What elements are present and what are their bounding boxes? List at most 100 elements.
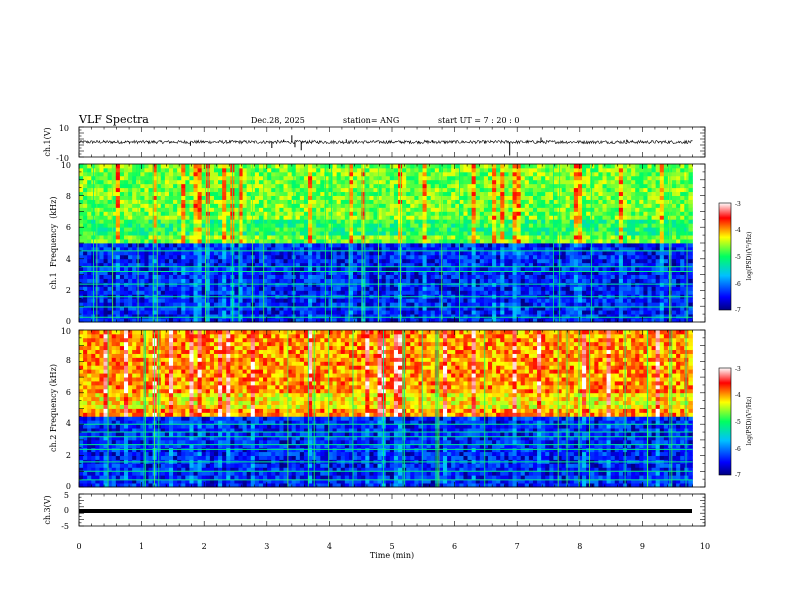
spec1-cell bbox=[569, 274, 575, 279]
spec1-cell bbox=[299, 235, 305, 240]
spec1-cell bbox=[504, 164, 509, 169]
spec1-cell bbox=[275, 239, 280, 244]
spec1-cell bbox=[573, 239, 579, 244]
spec1-cell bbox=[344, 199, 350, 204]
spec1-cell bbox=[418, 290, 423, 295]
spec1-cell bbox=[299, 183, 305, 189]
spec1-cell bbox=[308, 227, 313, 232]
spec1-cell bbox=[308, 243, 313, 248]
spec1-cell bbox=[181, 318, 186, 323]
spec1-cell bbox=[258, 179, 264, 185]
spec1-cell bbox=[324, 310, 329, 315]
spec1-cell bbox=[410, 207, 415, 212]
spec1-cell bbox=[541, 195, 546, 200]
spec1-cell bbox=[263, 290, 268, 295]
spec1-cell bbox=[283, 262, 288, 268]
spec1-cell bbox=[451, 243, 456, 248]
spec1-cell bbox=[414, 243, 419, 248]
spec1-cell bbox=[582, 254, 587, 260]
spec1-cell bbox=[263, 270, 268, 275]
spec1-cell bbox=[369, 239, 374, 244]
spec1-cell bbox=[369, 179, 374, 185]
spec1-cell bbox=[156, 290, 162, 295]
spec1-cell bbox=[312, 286, 317, 291]
spec1-cell bbox=[238, 207, 243, 212]
spec1-cell bbox=[136, 243, 141, 248]
spec1-cell bbox=[434, 187, 440, 193]
spec1-cell bbox=[447, 246, 452, 252]
spec1-cell bbox=[463, 266, 468, 272]
spec1-cell bbox=[148, 227, 154, 232]
spec1-cell bbox=[173, 243, 178, 248]
spec1-cell bbox=[504, 167, 509, 173]
spec1-cell bbox=[83, 183, 88, 189]
spec1-cell bbox=[87, 290, 92, 295]
spec1-cell bbox=[361, 223, 366, 228]
spec1-cell bbox=[156, 171, 162, 177]
spec1-cell bbox=[492, 223, 497, 228]
spec1-cell bbox=[377, 199, 383, 204]
spec1-cell bbox=[83, 191, 88, 196]
spec1-cell bbox=[295, 246, 301, 252]
spec1-cell bbox=[320, 187, 325, 193]
spec1-cell bbox=[218, 171, 223, 177]
spec1-cell bbox=[123, 195, 129, 200]
ch1-ytick-bottom: -10 bbox=[56, 154, 69, 163]
spec1-cell bbox=[348, 215, 354, 220]
spec1-cell bbox=[508, 191, 513, 196]
spec1-cell bbox=[508, 258, 513, 264]
spec1-cell bbox=[553, 239, 558, 244]
spec1-cell bbox=[258, 167, 264, 173]
spec1-cell bbox=[320, 298, 325, 303]
spec1-cell bbox=[144, 167, 149, 173]
spec1-cell bbox=[160, 231, 166, 236]
spec1-cell bbox=[410, 211, 415, 216]
spec1-cell bbox=[389, 207, 395, 212]
spec1-cell bbox=[553, 258, 558, 264]
spec1-cell bbox=[254, 191, 260, 196]
spec1-cell bbox=[479, 270, 485, 275]
spec1-cell bbox=[164, 207, 170, 212]
spec1-cell bbox=[320, 195, 325, 200]
spec1-cell bbox=[83, 223, 88, 228]
spec1-cell bbox=[128, 282, 133, 287]
spec1-cell bbox=[577, 310, 583, 315]
spec1-cell bbox=[103, 314, 109, 319]
spec1-cell bbox=[336, 306, 342, 311]
spec1-cell bbox=[520, 191, 526, 196]
spec1-cell bbox=[414, 227, 419, 232]
spec1-cell bbox=[508, 167, 513, 173]
spec1-cell bbox=[267, 318, 272, 323]
spec1-cell bbox=[361, 227, 366, 232]
spec1-cell bbox=[569, 207, 575, 212]
spec1-cell bbox=[95, 243, 100, 248]
spec1-cell bbox=[320, 219, 325, 224]
spec1-cell bbox=[299, 179, 305, 185]
spec1-cell bbox=[324, 195, 329, 200]
spec1-cell bbox=[136, 246, 141, 252]
spec1-cell bbox=[119, 191, 125, 196]
spec1-cell bbox=[463, 302, 468, 307]
spec1-cell bbox=[156, 195, 162, 200]
spec1-cell bbox=[218, 270, 223, 275]
spec1-cell bbox=[357, 262, 362, 268]
spec1-cell bbox=[549, 306, 554, 311]
spec1-cell bbox=[508, 231, 513, 236]
spec1-cell bbox=[483, 164, 489, 169]
spec1-cell bbox=[357, 290, 362, 295]
spec1-cell bbox=[577, 179, 583, 185]
spec1-cell bbox=[455, 239, 460, 244]
spec1-cell bbox=[451, 215, 456, 220]
spec1-cell bbox=[332, 314, 338, 319]
spec1-cell bbox=[430, 310, 436, 315]
spec1-cell bbox=[185, 231, 190, 236]
spec1-cell bbox=[324, 270, 329, 275]
spec1-cell bbox=[168, 207, 174, 212]
spec1-cell bbox=[226, 310, 231, 315]
spec1-cell bbox=[79, 258, 84, 264]
spec1-cell bbox=[168, 187, 174, 193]
spec1-cell bbox=[279, 239, 284, 244]
spec1-cell bbox=[426, 195, 432, 200]
spec1-cell bbox=[201, 195, 207, 200]
spec1-cell bbox=[500, 258, 505, 264]
